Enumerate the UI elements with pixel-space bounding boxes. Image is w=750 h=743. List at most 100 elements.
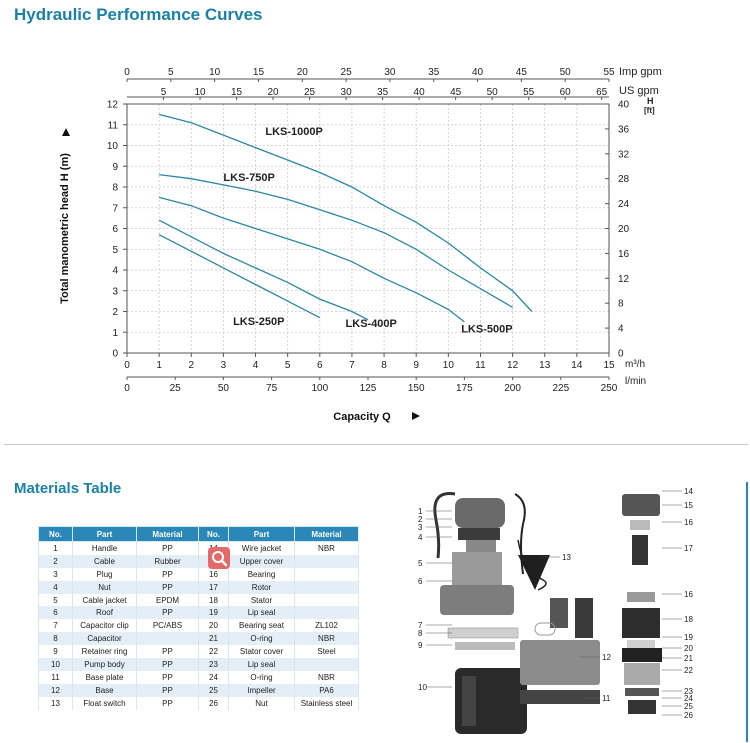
x-tick-label: 5 xyxy=(285,360,291,371)
imp-tick-label: 35 xyxy=(428,67,440,78)
series-label: LKS-500P xyxy=(461,323,512,335)
table-row: 3 Plug PP 16 Bearing xyxy=(38,567,359,581)
x-tick-label: 15 xyxy=(603,360,615,371)
diagram-label: 6 xyxy=(418,577,423,586)
table-cell: 21 xyxy=(198,632,229,646)
table-cell: 1 xyxy=(38,541,73,555)
table-row: 2CableRubber15Upper cover xyxy=(38,554,359,568)
table-cell: 8 xyxy=(38,632,73,646)
diagram-label: 7 xyxy=(418,621,423,630)
lmin-tick-label: 175 xyxy=(456,383,473,394)
table-cell: Lip seal xyxy=(228,658,295,671)
table-cell: 23 xyxy=(198,658,229,671)
imp-tick-label: 0 xyxy=(124,67,130,78)
lmin-tick-label: 200 xyxy=(504,383,521,394)
table-cell: 22 xyxy=(198,645,229,659)
imp-tick-label: 5 xyxy=(168,67,174,78)
diagram-label: 20 xyxy=(684,644,693,653)
ft-tick-label: 16 xyxy=(618,249,630,260)
table-cell: PP xyxy=(136,541,199,555)
table-row: 6 Roof PP 19 Lip seal xyxy=(38,606,359,620)
performance-heading: Hydraulic Performance Curves xyxy=(14,5,263,24)
table-cell xyxy=(294,554,359,568)
table-cell: Upper cover xyxy=(228,554,295,568)
ft-unit-label-2: [ft] xyxy=(644,106,655,115)
diagram-label: 16 xyxy=(684,518,693,527)
diagram-label: 13 xyxy=(562,553,571,562)
table-row: 9 Retainer ring PP 22 Stator cover Steel xyxy=(38,645,359,659)
table-cell xyxy=(294,606,359,620)
table-cell: 20 xyxy=(198,619,229,633)
us-unit-label: US gpm xyxy=(619,85,659,97)
table-cell: 10 xyxy=(38,658,73,671)
imp-tick-label: 10 xyxy=(209,67,221,78)
table-header-cell: Material xyxy=(294,526,359,542)
diagram-label: 21 xyxy=(684,654,693,663)
ft-tick-label: 12 xyxy=(618,274,630,285)
lmin-tick-label: 25 xyxy=(170,383,182,394)
table-cell: 4 xyxy=(38,580,73,594)
y-tick-label: 1 xyxy=(112,328,118,339)
table-cell: Nut xyxy=(72,580,137,594)
pump-illustration xyxy=(433,492,600,734)
table-header-cell: No. xyxy=(198,526,229,542)
y-tick-label: 11 xyxy=(108,120,119,131)
table-cell: O-ring xyxy=(228,670,295,684)
imp-unit-label: Imp gpm xyxy=(619,66,662,78)
x-tick-label: 4 xyxy=(253,360,259,371)
imp-tick-label: 55 xyxy=(603,67,615,78)
series-line-lks-500p xyxy=(158,196,465,323)
diagram-label: 10 xyxy=(418,683,427,692)
diagram-label: 3 xyxy=(418,523,423,532)
diagram-label: 17 xyxy=(684,544,693,553)
ft-tick-label: 28 xyxy=(618,174,630,185)
diagram-label: 14 xyxy=(684,487,693,496)
diagram-label: 19 xyxy=(684,633,693,642)
y-tick-label: 12 xyxy=(107,100,119,111)
table-header-row: No. Part Material No. Part Material xyxy=(38,526,359,542)
table-header-cell: No. xyxy=(38,526,73,542)
us-tick-label: 10 xyxy=(194,87,206,98)
y-tick-label: 9 xyxy=(112,162,118,173)
table-cell: PP xyxy=(136,683,199,697)
diagram-label: 4 xyxy=(418,533,423,542)
table-cell: 7 xyxy=(38,619,73,633)
x-tick-label: 10 xyxy=(443,360,455,371)
diagram-label: 15 xyxy=(684,501,693,510)
table-cell: 3 xyxy=(38,567,73,581)
x-unit-label: m³/h xyxy=(625,359,645,370)
diagram-label: 22 xyxy=(684,666,693,675)
diagram-label: 1 xyxy=(418,507,423,516)
zoom-icon[interactable] xyxy=(208,547,230,569)
x-tick-label: 2 xyxy=(188,360,194,371)
diagram-labels: 1234567891013121114151617161819202122232… xyxy=(418,487,693,720)
y-tick-label: 6 xyxy=(112,224,118,235)
x-axis-arrow-icon xyxy=(412,412,420,420)
lmin-tick-label: 75 xyxy=(266,383,278,394)
imp-tick-label: 25 xyxy=(341,67,353,78)
diagram-label: 25 xyxy=(684,702,693,711)
table-cell xyxy=(294,567,359,581)
table-row: 13 Float switch PP 26 Nut Stainless steel xyxy=(38,696,359,710)
ft-tick-label: 20 xyxy=(618,224,630,235)
table-cell: EPDM xyxy=(136,593,199,607)
imp-tick-label: 30 xyxy=(384,67,396,78)
us-tick-label: 55 xyxy=(523,87,535,98)
us-tick-label: 5 xyxy=(161,87,167,98)
table-cell: Stator xyxy=(228,593,295,607)
table-cell: PP xyxy=(136,658,199,671)
diagram-label: 23 xyxy=(684,687,693,696)
table-row: 10 Pump body PP 23 Lip seal xyxy=(38,658,359,671)
y-tick-label: 8 xyxy=(112,183,118,194)
table-cell: 16 xyxy=(198,567,229,581)
table-cell: PP xyxy=(136,670,199,684)
ft-tick-label: 4 xyxy=(618,324,624,335)
y-tick-label: 3 xyxy=(112,286,118,297)
imp-tick-label: 50 xyxy=(560,67,572,78)
table-cell: Stainless steel xyxy=(294,696,359,710)
imp-tick-label: 20 xyxy=(297,67,309,78)
diagram-label: 18 xyxy=(684,615,693,624)
table-cell: 24 xyxy=(198,670,229,684)
table-cell: PP xyxy=(136,580,199,594)
series-line-lks-1000p xyxy=(158,113,533,312)
